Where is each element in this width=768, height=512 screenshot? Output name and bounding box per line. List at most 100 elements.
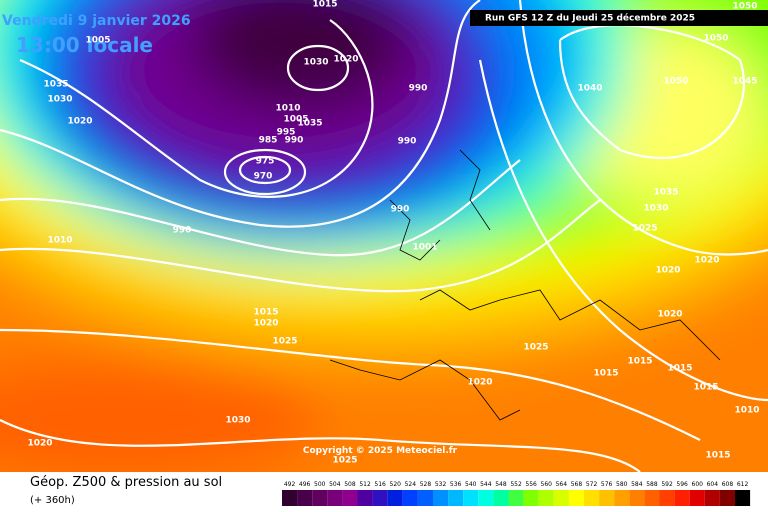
- colorbar-swatch: [342, 490, 358, 506]
- colorbar-swatch: [644, 490, 660, 506]
- isobar-label: 990: [409, 84, 428, 94]
- colorbar-label: 524: [405, 481, 417, 488]
- isobar-label: 1015: [312, 0, 337, 10]
- colorbar-label: 580: [616, 481, 628, 488]
- isobar-label: 1025: [272, 337, 297, 347]
- colorbar-label: 568: [571, 481, 583, 488]
- colorbar-label: 528: [420, 481, 432, 488]
- isobar-label: 1010: [47, 236, 72, 246]
- colorbar-swatch: [297, 490, 313, 506]
- colorbar-label: 536: [450, 481, 462, 488]
- colorbar-swatch: [719, 490, 735, 506]
- isobar-label: 990: [391, 205, 410, 215]
- colorbar-label: 496: [299, 481, 311, 488]
- colorbar-swatch: [674, 490, 690, 506]
- colorbar-swatch: [282, 490, 298, 506]
- colorbar-swatch: [372, 490, 388, 506]
- colorbar-swatch: [599, 490, 615, 506]
- isobar-label: 975: [256, 157, 275, 167]
- isobar-label: 1035: [653, 188, 678, 198]
- colorbar-swatch: [463, 490, 479, 506]
- colorbar-label: 556: [525, 481, 537, 488]
- isobar-label: 1035: [43, 80, 68, 90]
- isobar-label: 1005: [283, 115, 308, 125]
- colorbar-label: 604: [707, 481, 719, 488]
- isobar-label: 1010: [275, 104, 300, 114]
- lead-time: (+ 360h): [30, 495, 75, 506]
- field: [0, 0, 768, 472]
- colorbar-label: 592: [661, 481, 673, 488]
- colorbar-label: 544: [480, 481, 492, 488]
- colorbar-swatch: [629, 490, 645, 506]
- isobar-label: 1015: [253, 308, 278, 318]
- isobar-label: 1030: [47, 95, 72, 105]
- isobar-label: 1020: [694, 256, 719, 266]
- isobar-label: 1025: [332, 456, 357, 466]
- colorbar-swatch: [523, 490, 539, 506]
- isobar-label: 1030: [225, 416, 250, 426]
- colorbar-label: 516: [374, 481, 386, 488]
- isobar-label: 1045: [732, 77, 757, 87]
- isobar-label: 1050: [732, 2, 757, 12]
- colorbar-label: 512: [359, 481, 371, 488]
- isobar-label: 1050: [663, 77, 688, 87]
- colorbar-label: 596: [676, 481, 688, 488]
- isobar-label: 1015: [627, 357, 652, 367]
- colorbar-label: 548: [495, 481, 507, 488]
- colorbar-label: 560: [541, 481, 553, 488]
- colorbar-label: 584: [631, 481, 643, 488]
- colorbar-label: 552: [510, 481, 522, 488]
- isobar-label: 1020: [67, 117, 92, 127]
- colorbar-label: 492: [284, 481, 296, 488]
- colorbar-swatch: [659, 490, 675, 506]
- colorbar-label: 532: [435, 481, 447, 488]
- colorbar-swatch: [689, 490, 705, 506]
- isobar-label: 1020: [467, 378, 492, 388]
- isobar-label: 1020: [27, 439, 52, 449]
- colorbar-swatch: [327, 490, 343, 506]
- isobar-label: 1015: [593, 369, 618, 379]
- isobar-label: 970: [254, 172, 273, 182]
- isobar-label: 985: [259, 136, 278, 146]
- colorbar-label: 576: [601, 481, 613, 488]
- isobar-label: 1040: [577, 84, 602, 94]
- isobar-label: 1035: [297, 119, 322, 129]
- colorbar-label: 508: [344, 481, 356, 488]
- valid-date: Vendredi 9 janvier 2026: [2, 13, 191, 29]
- colorbar: 492 496 500 504 508 512 516 520 524 528 532 536 540 5…: [282, 481, 751, 506]
- valid-time: 13:00 locale: [16, 33, 153, 57]
- isobar-label: 1030: [303, 58, 328, 68]
- isobar-label: 995: [277, 128, 296, 138]
- colorbar-swatch: [387, 490, 403, 506]
- isobar-label: 1005: [85, 36, 110, 46]
- colorbar-swatch: [553, 490, 569, 506]
- isobar-label: 1025: [523, 343, 548, 353]
- isobar-label: 1015: [693, 383, 718, 393]
- colorbar-swatch: [357, 490, 373, 506]
- colorbar-swatch: [493, 490, 509, 506]
- colorbar-swatch: [538, 490, 554, 506]
- isobar-label: 1015: [667, 364, 692, 374]
- isobar-label: 1025: [632, 224, 657, 234]
- isobar-label: 1001: [412, 243, 437, 253]
- product-title: Géop. Z500 & pression au sol: [30, 475, 222, 490]
- isobar-label: 1020: [655, 266, 680, 276]
- colorbar-label: 564: [556, 481, 568, 488]
- copyright: Copyright © 2025 Meteociel.fr: [303, 446, 458, 456]
- colorbar-label: 520: [390, 481, 402, 488]
- colorbar-label: 612: [737, 481, 749, 488]
- isobar-label: 1010: [734, 406, 759, 416]
- isobar-label: 990: [173, 226, 192, 236]
- colorbar-swatch: [312, 490, 328, 506]
- isobar-label: 1020: [253, 319, 278, 329]
- colorbar-swatch: [433, 490, 449, 506]
- isobar-label: 990: [398, 137, 417, 147]
- colorbar-swatch: [735, 490, 751, 506]
- colorbar-swatch: [448, 490, 464, 506]
- colorbar-label: 608: [722, 481, 734, 488]
- isobar-label: 1050: [703, 34, 728, 44]
- isobar-label: 1020: [657, 310, 682, 320]
